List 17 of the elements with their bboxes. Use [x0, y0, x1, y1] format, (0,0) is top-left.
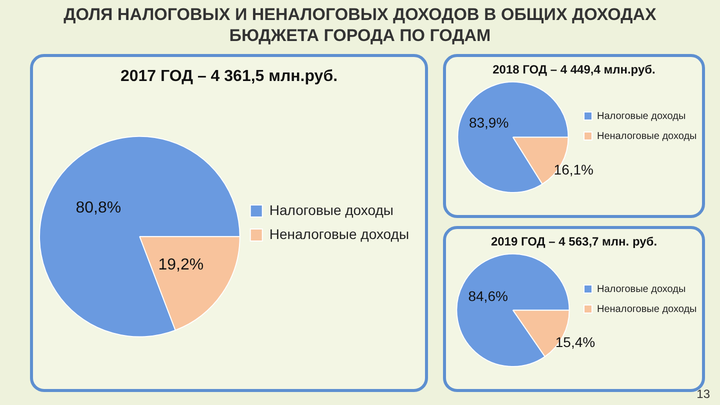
- text: ДОЛЯ НАЛОГОВЫХ И НЕНАЛОГОВЫХ ДОХОДОВ В ОБЩИХ ДОХОДАХ БЮДЖЕТА ГОРОДА ПО ГОДАМ: [62, 4, 658, 46]
- data-label: 15,4%: [555, 334, 596, 350]
- legend-label: Налоговые доходы: [269, 202, 394, 218]
- chart-title: 2019 ГОД – 4 563,7 млн. руб.: [490, 234, 658, 249]
- legend-label: Неналоговые доходы: [597, 304, 697, 315]
- chart-title: 2017 ГОД – 4 361,5 млн.руб.: [120, 68, 338, 86]
- legend-label: Налоговые доходы: [597, 110, 686, 122]
- data-label: 19,2%: [158, 256, 204, 274]
- legend-label: Неналоговые доходы: [597, 130, 697, 142]
- legend-label: Налоговые доходы: [597, 284, 686, 295]
- data-label: 83,9%: [468, 114, 509, 131]
- chart-title: 2018 ГОД – 4 449,4 млн.руб.: [492, 62, 656, 77]
- data-label: 16,1%: [554, 162, 594, 178]
- data-label: 80,8%: [76, 200, 122, 217]
- data-label: 84,6%: [468, 288, 508, 304]
- text: 13: [696, 387, 710, 401]
- legend-label: Неналоговые доходы: [269, 226, 410, 242]
